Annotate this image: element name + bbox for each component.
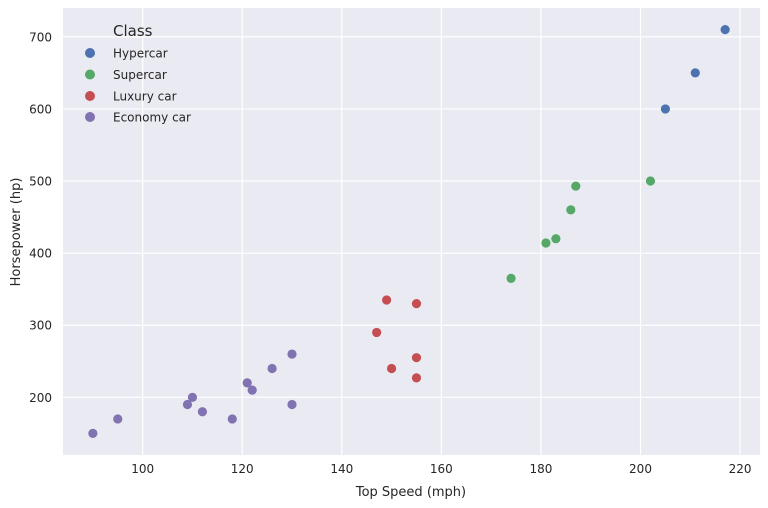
x-tick-label: 220 <box>729 462 752 476</box>
y-axis-label: Horsepower (hp) <box>9 178 24 287</box>
point-economy-car <box>287 349 297 359</box>
point-economy-car <box>267 363 277 374</box>
point-supercar <box>506 273 516 283</box>
point-luxury-car <box>411 353 422 363</box>
legend-title: Class <box>113 22 153 40</box>
x-tick-label: 180 <box>529 462 552 476</box>
point-economy-car <box>197 407 207 417</box>
legend-marker-economy-car <box>85 112 95 122</box>
grid-lines <box>63 8 760 455</box>
plot-background <box>63 8 760 455</box>
point-luxury-car <box>411 298 422 309</box>
x-axis-ticks: 100 120 140 160 180 200 220 <box>131 462 751 476</box>
x-tick-label: 200 <box>629 462 652 476</box>
y-tick-label: 700 <box>29 30 52 44</box>
point-economy-car <box>187 392 198 402</box>
point-economy-car <box>247 385 257 395</box>
legend-label-luxury-car: Luxury car <box>113 90 177 104</box>
legend: Class Hypercar Supercar Luxury car Econo… <box>85 22 191 125</box>
point-supercar <box>645 176 656 186</box>
point-economy-car <box>113 414 123 424</box>
point-luxury-car <box>382 295 392 305</box>
legend-label-economy-car: Economy car <box>113 111 191 125</box>
y-tick-label: 300 <box>29 319 52 333</box>
data-points <box>88 25 730 438</box>
y-tick-label: 500 <box>29 175 52 189</box>
point-hypercar <box>660 104 671 114</box>
point-luxury-car <box>372 327 382 338</box>
point-supercar <box>551 234 561 244</box>
point-luxury-car <box>411 373 422 383</box>
y-tick-label: 400 <box>29 247 52 261</box>
point-supercar <box>571 181 581 191</box>
point-economy-car <box>287 399 297 410</box>
point-economy-car <box>242 378 252 388</box>
legend-marker-supercar <box>85 69 95 80</box>
legend-marker-hypercar <box>85 48 95 58</box>
point-luxury-car <box>386 363 397 374</box>
point-economy-car <box>182 399 193 410</box>
x-tick-label: 100 <box>131 462 154 476</box>
legend-marker-luxury-car <box>85 91 95 101</box>
point-hypercar <box>690 68 700 78</box>
x-tick-label: 120 <box>231 462 254 476</box>
legend-label-supercar: Supercar <box>113 68 167 82</box>
x-tick-label: 140 <box>330 462 353 476</box>
point-economy-car <box>88 428 98 438</box>
y-axis-ticks: 200 300 400 500 600 700 <box>29 30 52 404</box>
point-supercar <box>566 205 576 215</box>
point-hypercar <box>720 25 730 35</box>
legend-label-hypercar: Hypercar <box>113 47 168 61</box>
point-supercar <box>541 238 551 248</box>
x-axis-label: Top Speed (mph) <box>355 485 466 500</box>
x-tick-label: 160 <box>430 462 453 476</box>
y-tick-label: 200 <box>29 391 52 405</box>
point-economy-car <box>227 414 237 424</box>
y-tick-label: 600 <box>29 102 52 116</box>
